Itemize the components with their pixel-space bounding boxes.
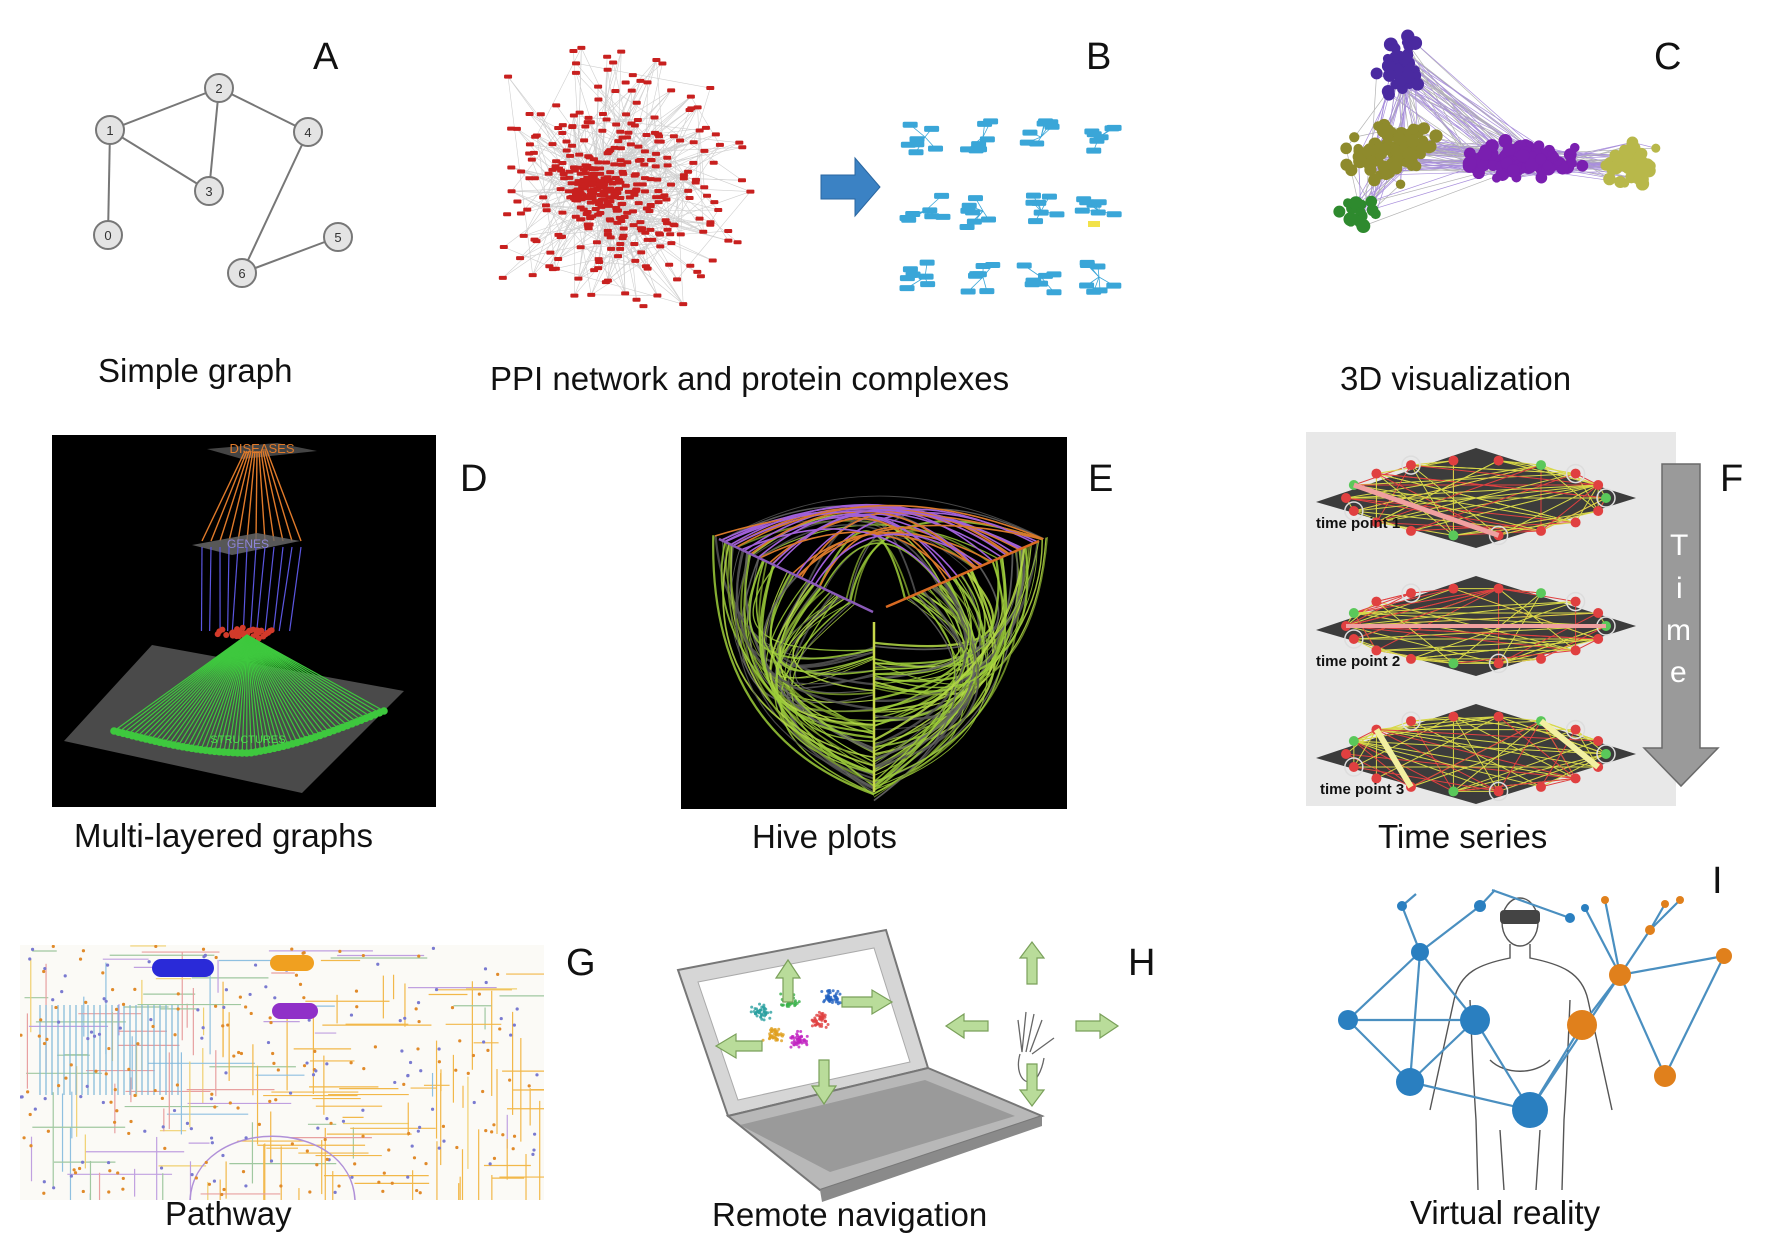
graph-node-4: 4	[293, 117, 323, 147]
svg-text:5: 5	[334, 230, 341, 245]
hand-arrow-up-icon	[1018, 941, 1046, 985]
layer-label-diseases: DISEASES	[229, 441, 294, 456]
laptop-icon	[676, 928, 1045, 1202]
panel-f-time-series: time point 1 time point 2 time point 3	[1306, 432, 1676, 806]
caption-virtual-reality: Virtual reality	[1410, 1194, 1601, 1231]
hand-icon	[1017, 1011, 1055, 1083]
multilayer-diagram: DISEASES GENES STRUCTURES	[64, 441, 404, 793]
hand-arrow-right-icon	[1075, 1012, 1120, 1040]
panel-letter-g: G	[566, 942, 596, 984]
panel-letter-c: C	[1654, 36, 1682, 78]
panel-letter-b: B	[1086, 36, 1112, 78]
hand-arrow-down-icon	[1018, 1063, 1046, 1107]
human-figure-icon	[1429, 897, 1613, 1191]
time-arrow-letter-t: T	[1670, 529, 1688, 562]
panel-g-pathway	[20, 945, 544, 1200]
pathway-map-diagram	[20, 945, 544, 1200]
graph-node-5: 5	[323, 222, 353, 252]
vr-orange-nodes	[1567, 896, 1732, 1087]
caption-remote-navigation: Remote navigation	[712, 1196, 988, 1233]
hive-plot-diagram	[712, 495, 1049, 802]
panel-c-3d-visualization	[1270, 0, 1700, 290]
time-arrow-icon: T i m e	[1642, 460, 1722, 790]
layer-label-structures: STRUCTURES	[210, 734, 285, 746]
graph-node-3: 3	[194, 176, 224, 206]
vr-blue-nodes	[1338, 900, 1589, 1128]
3d-network-diagram	[1333, 29, 1661, 233]
time-arrow-letter-i: i	[1676, 572, 1683, 605]
time-arrow-letter-m: m	[1666, 614, 1691, 647]
time-series-diagram: time point 1 time point 2 time point 3	[1316, 448, 1636, 804]
flow-arrow-icon	[820, 156, 881, 218]
simple-graph-diagram: 0 1 2 3 4 5 6	[93, 73, 353, 288]
panel-letter-i: I	[1712, 860, 1723, 902]
caption-multilayer: Multi-layered graphs	[74, 817, 373, 854]
svg-text:6: 6	[238, 266, 245, 281]
caption-3d-visualization: 3D visualization	[1340, 360, 1572, 397]
panel-b-ppi-network	[445, 15, 1135, 360]
time-point-2-label: time point 2	[1316, 653, 1400, 670]
caption-time-series: Time series	[1378, 818, 1548, 855]
ppi-network-diagram	[498, 45, 1122, 309]
caption-hive-plots: Hive plots	[752, 818, 897, 855]
graph-node-6: 6	[227, 258, 257, 288]
svg-text:2: 2	[215, 81, 222, 96]
arrow-up-icon	[774, 958, 802, 1003]
panel-a-simple-graph: 0 1 2 3 4 5 6	[70, 60, 370, 300]
caption-ppi-network: PPI network and protein complexes	[490, 360, 1010, 397]
arrow-left-icon	[714, 1032, 763, 1060]
panel-i-virtual-reality	[1320, 860, 1760, 1200]
virtual-reality-diagram	[1338, 888, 1732, 1191]
svg-text:3: 3	[205, 184, 212, 199]
panel-letter-e: E	[1088, 458, 1114, 500]
panel-letter-h: H	[1128, 942, 1156, 984]
svg-text:0: 0	[104, 228, 111, 243]
graph-node-0: 0	[93, 220, 123, 250]
caption-simple-graph: Simple graph	[98, 352, 293, 389]
panel-h-remote-navigation	[670, 920, 1130, 1210]
arrow-right-icon	[841, 988, 894, 1016]
svg-text:1: 1	[106, 123, 113, 138]
panel-e-hive-plot	[681, 437, 1067, 809]
time-point-1-label: time point 1	[1316, 515, 1400, 532]
hand-arrow-left-icon	[944, 1012, 989, 1040]
graph-node-1: 1	[95, 115, 125, 145]
vr-headset-icon	[1500, 910, 1540, 924]
panel-letter-d: D	[460, 458, 488, 500]
arrow-down-icon	[810, 1059, 838, 1106]
panel-letter-a: A	[313, 36, 339, 78]
remote-navigation-diagram	[676, 928, 1120, 1202]
panel-letter-f: F	[1720, 458, 1744, 500]
time-point-3-label: time point 3	[1320, 781, 1404, 798]
svg-text:4: 4	[304, 125, 311, 140]
caption-pathway: Pathway	[165, 1195, 292, 1232]
time-arrow-letter-e: e	[1670, 656, 1687, 689]
graph-node-2: 2	[204, 73, 234, 103]
panel-d-multilayer: DISEASES GENES STRUCTURES	[52, 435, 436, 807]
layer-label-genes: GENES	[227, 537, 269, 551]
